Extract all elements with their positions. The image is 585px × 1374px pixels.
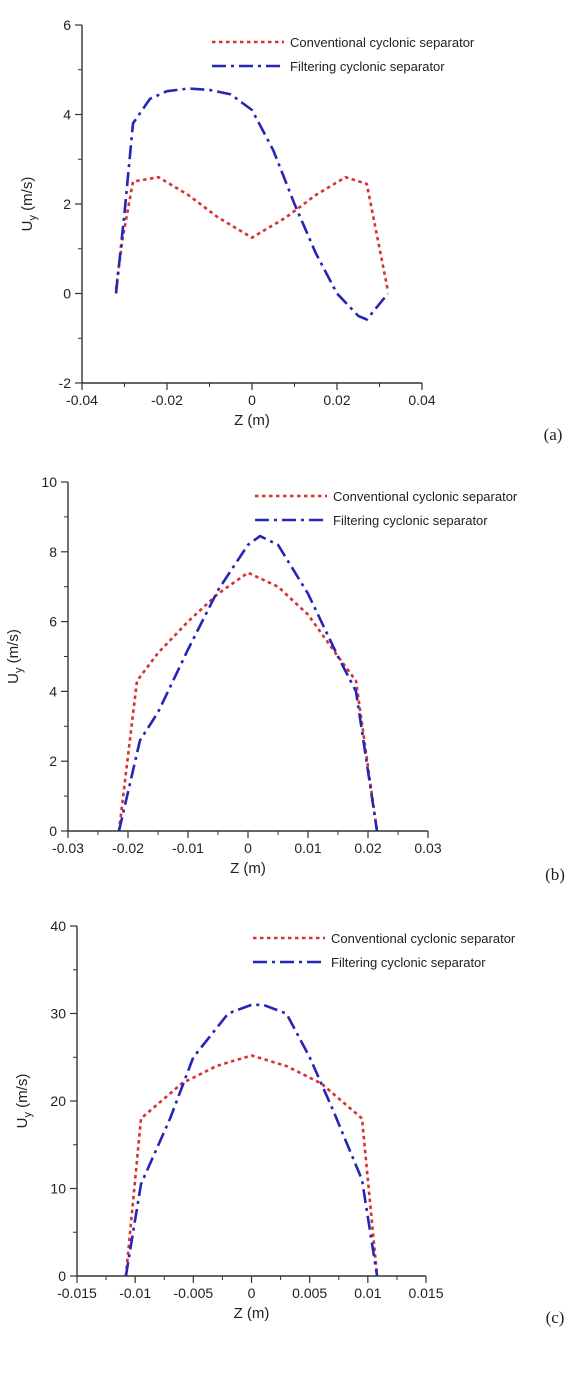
y-tick-label: 8: [49, 544, 57, 560]
y-tick-label: 2: [49, 753, 57, 769]
x-tick-label: -0.02: [151, 392, 183, 408]
conventional-series-line: [117, 571, 379, 832]
x-tick-label: 0.005: [292, 1285, 327, 1301]
y-tick-label: 40: [50, 918, 66, 934]
x-tick-label: -0.03: [52, 840, 84, 856]
filtering-series-line: [114, 87, 390, 321]
y-axis-title: Uy (m/s): [19, 177, 39, 232]
x-tick-label: 0: [248, 392, 256, 408]
x-tick-label: 0.04: [408, 392, 435, 408]
legend-label: Conventional cyclonic separator: [290, 35, 475, 50]
y-tick-label: 30: [50, 1006, 66, 1022]
x-tick-label: 0.01: [294, 840, 321, 856]
x-axis-title: Z (m): [234, 412, 270, 429]
filtering-series-line: [124, 1003, 379, 1277]
x-axis-title: Z (m): [234, 1305, 270, 1322]
y-tick-label: 6: [49, 614, 57, 630]
x-tick-label: -0.01: [172, 840, 204, 856]
x-tick-label: 0.015: [408, 1285, 443, 1301]
y-tick-label: 20: [50, 1093, 66, 1109]
y-tick-label: 2: [63, 196, 71, 212]
legend-label: Filtering cyclonic separator: [331, 955, 486, 970]
legend-label: Filtering cyclonic separator: [290, 59, 445, 74]
x-tick-label: 0: [244, 840, 252, 856]
filtering-series-line: [117, 534, 379, 832]
y-tick-label: 10: [50, 1181, 66, 1197]
chart-panel-a: -2 0 2 4 6 -0.04 -0.02 0 0.02 0.04 Z (m) Uy (m/s) Co…: [19, 17, 562, 444]
x-tick-label: -0.005: [173, 1285, 213, 1301]
y-tick-label: 4: [49, 683, 57, 699]
y-tick-label: 0: [63, 286, 71, 302]
y-tick-label: 0: [58, 1268, 66, 1284]
y-tick-label: 0: [49, 823, 57, 839]
x-tick-label: 0.02: [323, 392, 350, 408]
y-tick-label: -2: [59, 375, 72, 391]
panel-label: (c): [546, 1308, 565, 1327]
panel-label: (a): [544, 425, 563, 444]
legend-label: Filtering cyclonic separator: [333, 513, 488, 528]
x-axis-title: Z (m): [230, 860, 266, 877]
chart-panel-b: 0 2 4 6 8 10 -0.03 -0.02 -0.01 0 0.01 0.02 0.03 Z (m)…: [5, 474, 565, 884]
x-tick-label: -0.01: [119, 1285, 151, 1301]
conventional-series-line: [124, 1054, 379, 1277]
x-tick-label: 0.03: [414, 840, 441, 856]
x-tick-label: -0.015: [57, 1285, 97, 1301]
x-tick-label: 0.01: [354, 1285, 381, 1301]
y-axis-title: Uy (m/s): [14, 1074, 34, 1129]
y-tick-label: 4: [63, 107, 71, 123]
x-tick-label: 0: [248, 1285, 256, 1301]
chart-panel-c: 0 10 20 30 40 -0.015 -0.01 -0.005 0 0.005 0.01 0.01…: [14, 918, 564, 1327]
x-tick-label: -0.02: [112, 840, 144, 856]
x-tick-label: -0.04: [66, 392, 98, 408]
y-axis-title: Uy (m/s): [5, 629, 25, 684]
panel-label: (b): [545, 865, 565, 884]
y-tick-label: 6: [63, 17, 71, 33]
conventional-series-line: [114, 175, 390, 292]
legend-label: Conventional cyclonic separator: [331, 931, 516, 946]
y-tick-label: 10: [41, 474, 57, 490]
legend-label: Conventional cyclonic separator: [333, 489, 518, 504]
x-tick-label: 0.02: [354, 840, 381, 856]
